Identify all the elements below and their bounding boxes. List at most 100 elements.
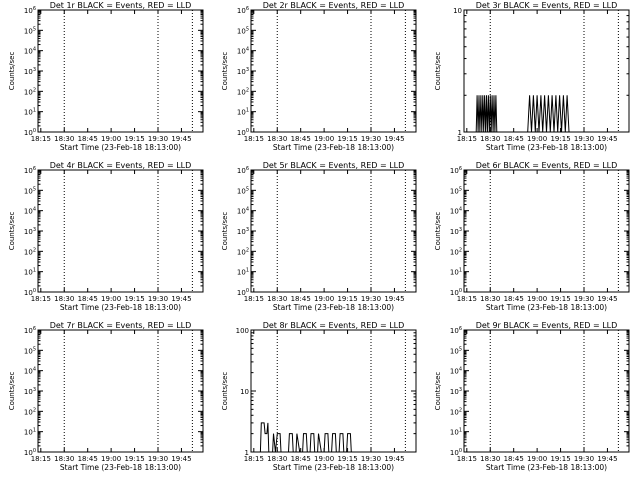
y-axis-label: Counts/sec bbox=[8, 52, 16, 91]
y-tick-label: 105 bbox=[24, 186, 36, 195]
x-axis-label: Start Time (23-Feb-18 18:13:00) bbox=[486, 303, 607, 312]
y-tick-label: 102 bbox=[24, 87, 36, 96]
x-tick-label: 19:45 bbox=[597, 295, 617, 303]
x-tick-label: 19:00 bbox=[527, 295, 547, 303]
y-tick-label: 100 bbox=[24, 448, 36, 457]
x-tick-label: 18:30 bbox=[480, 135, 500, 143]
y-axis-label: Counts/sec bbox=[8, 212, 16, 251]
y-tick-label: 101 bbox=[450, 268, 462, 277]
events-series bbox=[259, 422, 352, 453]
events-series bbox=[475, 95, 570, 133]
plot-frame bbox=[37, 329, 204, 453]
x-tick-label: 18:45 bbox=[504, 455, 524, 463]
y-tick-label: 102 bbox=[450, 247, 462, 256]
x-tick-label: 18:30 bbox=[480, 455, 500, 463]
x-axis-label: Start Time (23-Feb-18 18:13:00) bbox=[273, 303, 394, 312]
y-tick-label: 100 bbox=[24, 288, 36, 297]
y-tick-label: 104 bbox=[24, 47, 36, 56]
panel-title: Det 8r BLACK = Events, RED = LLD bbox=[263, 321, 405, 330]
y-tick-label: 101 bbox=[450, 428, 462, 437]
x-tick-label: 18:45 bbox=[504, 135, 524, 143]
panel-title: Det 4r BLACK = Events, RED = LLD bbox=[50, 161, 192, 170]
y-tick-label: 102 bbox=[24, 247, 36, 256]
y-tick-label: 103 bbox=[237, 67, 249, 76]
x-tick-label: 18:45 bbox=[78, 455, 98, 463]
x-tick-label: 19:15 bbox=[337, 135, 357, 143]
x-tick-label: 19:15 bbox=[550, 295, 570, 303]
panel-title: Det 7r BLACK = Events, RED = LLD bbox=[50, 321, 192, 330]
y-tick-label: 103 bbox=[237, 227, 249, 236]
y-tick-label: 103 bbox=[24, 67, 36, 76]
x-tick-label: 19:15 bbox=[124, 295, 144, 303]
x-tick-label: 19:15 bbox=[550, 135, 570, 143]
x-axis-label: Start Time (23-Feb-18 18:13:00) bbox=[486, 463, 607, 472]
detector-panel-4: Det 4r BLACK = Events, RED = LLD 18:15 18:… bbox=[8, 161, 204, 312]
y-tick-label: 100 bbox=[237, 288, 249, 297]
x-tick-label: 18:45 bbox=[291, 455, 311, 463]
y-axis-label: Counts/sec bbox=[221, 212, 229, 251]
y-axis-label: Counts/sec bbox=[434, 52, 442, 91]
x-axis-label: Start Time (23-Feb-18 18:13:00) bbox=[273, 143, 394, 152]
y-tick-label: 10 bbox=[240, 388, 249, 396]
x-tick-label: 19:30 bbox=[574, 455, 594, 463]
y-tick-label: 10 bbox=[453, 7, 462, 15]
y-tick-label: 104 bbox=[24, 207, 36, 216]
x-tick-label: 19:45 bbox=[384, 135, 404, 143]
x-tick-label: 19:45 bbox=[384, 295, 404, 303]
x-tick-label: 18:45 bbox=[291, 135, 311, 143]
x-tick-label: 19:30 bbox=[361, 295, 381, 303]
x-axis-label: Start Time (23-Feb-18 18:13:00) bbox=[486, 143, 607, 152]
y-tick-label: 100 bbox=[237, 128, 249, 137]
x-tick-label: 18:15 bbox=[31, 455, 51, 463]
x-tick-label: 18:15 bbox=[457, 455, 477, 463]
x-tick-label: 18:30 bbox=[480, 295, 500, 303]
x-tick-label: 19:45 bbox=[171, 455, 191, 463]
y-tick-label: 104 bbox=[450, 207, 462, 216]
x-tick-label: 18:30 bbox=[54, 455, 74, 463]
y-tick-label: 102 bbox=[450, 407, 462, 416]
y-axis-label: Counts/sec bbox=[221, 52, 229, 91]
x-tick-label: 18:15 bbox=[244, 135, 264, 143]
x-tick-label: 18:45 bbox=[504, 295, 524, 303]
y-tick-label: 104 bbox=[237, 207, 249, 216]
x-axis-label: Start Time (23-Feb-18 18:13:00) bbox=[273, 463, 394, 472]
x-tick-label: 19:00 bbox=[101, 135, 121, 143]
plot-frame bbox=[250, 169, 417, 293]
x-tick-label: 19:30 bbox=[574, 135, 594, 143]
x-tick-label: 19:15 bbox=[124, 135, 144, 143]
y-tick-label: 101 bbox=[24, 108, 36, 117]
y-tick-label: 1 bbox=[458, 129, 462, 137]
y-tick-label: 103 bbox=[24, 387, 36, 396]
panel-title: Det 5r BLACK = Events, RED = LLD bbox=[263, 161, 405, 170]
y-tick-label: 106 bbox=[24, 326, 36, 335]
x-tick-label: 19:00 bbox=[527, 455, 547, 463]
y-tick-label: 105 bbox=[450, 346, 462, 355]
x-tick-label: 18:15 bbox=[31, 295, 51, 303]
y-tick-label: 106 bbox=[24, 6, 36, 15]
x-tick-label: 18:15 bbox=[244, 295, 264, 303]
y-tick-label: 105 bbox=[24, 346, 36, 355]
x-tick-label: 19:15 bbox=[124, 455, 144, 463]
y-tick-label: 104 bbox=[237, 47, 249, 56]
y-tick-label: 106 bbox=[24, 166, 36, 175]
x-tick-label: 18:15 bbox=[457, 135, 477, 143]
x-tick-label: 19:15 bbox=[337, 295, 357, 303]
x-tick-label: 18:15 bbox=[31, 135, 51, 143]
y-tick-label: 105 bbox=[450, 186, 462, 195]
y-tick-label: 106 bbox=[237, 166, 249, 175]
panel-title: Det 9r BLACK = Events, RED = LLD bbox=[476, 321, 618, 330]
x-tick-label: 18:45 bbox=[78, 135, 98, 143]
panel-title: Det 1r BLACK = Events, RED = LLD bbox=[50, 1, 192, 10]
x-tick-label: 18:15 bbox=[457, 295, 477, 303]
x-tick-label: 19:15 bbox=[337, 455, 357, 463]
x-tick-label: 19:00 bbox=[527, 135, 547, 143]
y-tick-label: 104 bbox=[450, 367, 462, 376]
x-tick-label: 18:30 bbox=[54, 295, 74, 303]
x-tick-label: 19:00 bbox=[314, 295, 334, 303]
y-tick-label: 100 bbox=[24, 128, 36, 137]
